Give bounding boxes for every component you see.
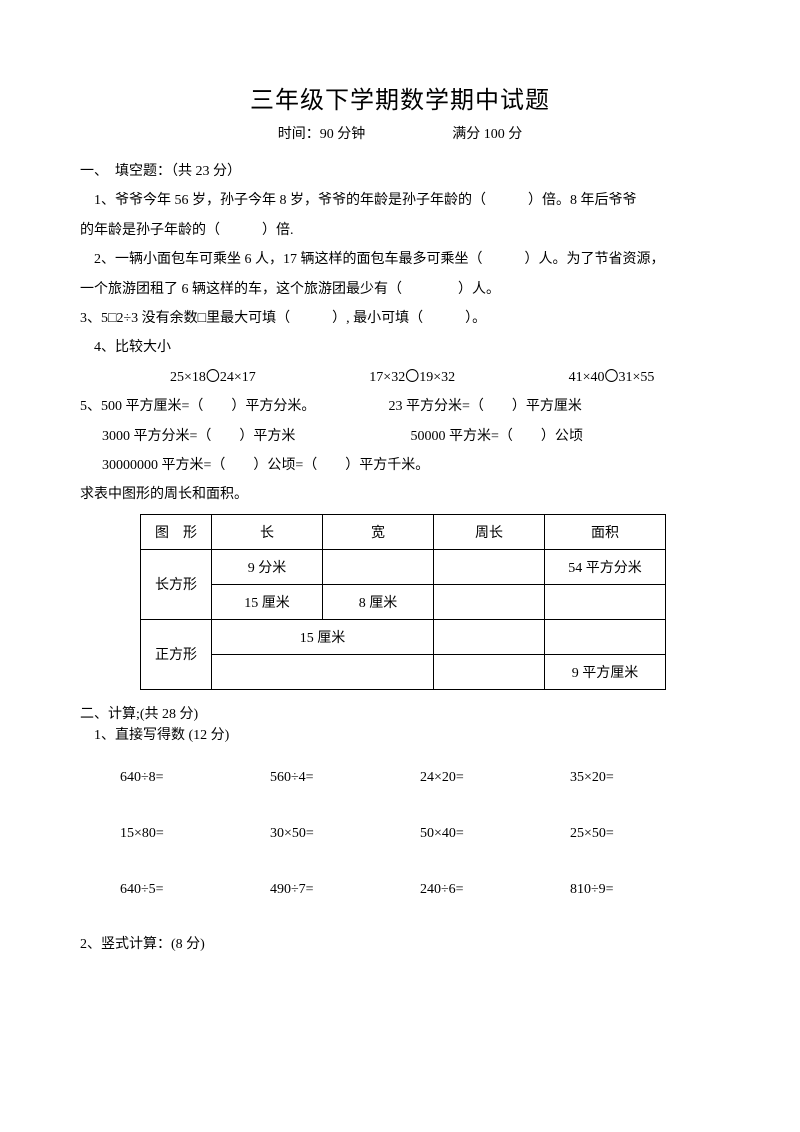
q2-line2: 一个旅游团租了 6 辆这样的车，这个旅游团最少有（ ）人。 bbox=[80, 275, 720, 304]
rect1-len: 9 分米 bbox=[212, 549, 323, 584]
rect-label: 长方形 bbox=[141, 549, 212, 619]
calc2-heading: 2、竖式计算：(8 分) bbox=[80, 930, 720, 959]
calc-item: 560÷4= bbox=[270, 770, 420, 786]
rect1-peri bbox=[434, 549, 545, 584]
q5-r1-right: 23 平方分米=（ ）平方厘米 bbox=[389, 392, 582, 421]
time-label: 时间：90 分钟 bbox=[278, 123, 366, 143]
sq-row1: 正方形 15 厘米 bbox=[141, 619, 666, 654]
compare-c: 41×40〇31×55 bbox=[569, 370, 655, 385]
calc-item: 15×80= bbox=[120, 826, 270, 842]
th-area: 面积 bbox=[545, 514, 666, 549]
rect-row2: 15 厘米 8 厘米 bbox=[141, 584, 666, 619]
q5-r2-left: 3000 平方分米=（ ）平方米 bbox=[80, 422, 407, 451]
th-peri: 周长 bbox=[434, 514, 545, 549]
rect2-area bbox=[545, 584, 666, 619]
compare-row: 25×18〇24×17 17×32〇19×32 41×40〇31×55 bbox=[80, 363, 720, 392]
calc-grid: 640÷8= 560÷4= 24×20= 35×20= 15×80= 30×50… bbox=[80, 770, 720, 898]
sq2-peri bbox=[434, 654, 545, 689]
sq1-lenwid: 15 厘米 bbox=[212, 619, 434, 654]
rect1-wid bbox=[323, 549, 434, 584]
calc1-heading: 1、直接写得数 (12 分) bbox=[80, 725, 720, 746]
q1-line1: 1、爷爷今年 56 岁，孙子今年 8 岁，爷爷的年龄是孙子年龄的（ ）倍。8 年… bbox=[80, 186, 720, 215]
compare-a: 25×18〇24×17 bbox=[170, 370, 256, 385]
sq1-area bbox=[545, 619, 666, 654]
th-shape: 图 形 bbox=[141, 514, 212, 549]
table-header-row: 图 形 长 宽 周长 面积 bbox=[141, 514, 666, 549]
page-title: 三年级下学期数学期中试题 bbox=[80, 80, 720, 115]
q1-line2: 的年龄是孙子年龄的（ ）倍. bbox=[80, 216, 720, 245]
q5-row2: 3000 平方分米=（ ）平方米 50000 平方米=（ ）公顷 bbox=[80, 422, 720, 451]
table-caption: 求表中图形的周长和面积。 bbox=[80, 480, 720, 509]
shape-table: 图 形 长 宽 周长 面积 长方形 9 分米 54 平方分米 15 厘米 8 厘… bbox=[140, 514, 666, 690]
exam-meta: 时间：90 分钟 满分 100 分 bbox=[80, 123, 720, 143]
calc-item: 30×50= bbox=[270, 826, 420, 842]
section1-heading: 一、 填空题：（共 23 分） bbox=[80, 157, 720, 186]
calc-item: 810÷9= bbox=[570, 882, 720, 898]
sq2-lenwid bbox=[212, 654, 434, 689]
calc-item: 24×20= bbox=[420, 770, 570, 786]
q5-r2-right: 50000 平方米=（ ）公顷 bbox=[411, 422, 583, 451]
rect-row1: 长方形 9 分米 54 平方分米 bbox=[141, 549, 666, 584]
th-wid: 宽 bbox=[323, 514, 434, 549]
compare-b: 17×32〇19×32 bbox=[369, 370, 455, 385]
calc-item: 640÷5= bbox=[120, 882, 270, 898]
section2-heading: 二、计算;(共 28 分) bbox=[80, 704, 720, 725]
rect2-peri bbox=[434, 584, 545, 619]
calc-item: 240÷6= bbox=[420, 882, 570, 898]
sq-label: 正方形 bbox=[141, 619, 212, 689]
q2-line1: 2、一辆小面包车可乘坐 6 人，17 辆这样的面包车最多可乘坐（ ）人。为了节省… bbox=[80, 245, 720, 274]
rect2-len: 15 厘米 bbox=[212, 584, 323, 619]
q5-row3: 30000000 平方米=（ ）公顷=（ ）平方千米。 bbox=[80, 451, 720, 480]
calc-item: 35×20= bbox=[570, 770, 720, 786]
sq2-area: 9 平方厘米 bbox=[545, 654, 666, 689]
rect2-wid: 8 厘米 bbox=[323, 584, 434, 619]
q4-line: 4、比较大小 bbox=[80, 333, 720, 362]
q5-row1: 5、500 平方厘米=（ ）平方分米。 23 平方分米=（ ）平方厘米 bbox=[80, 392, 720, 421]
calc-item: 490÷7= bbox=[270, 882, 420, 898]
q3-line: 3、5□2÷3 没有余数□里最大可填（ ）, 最小可填（ ）。 bbox=[80, 304, 720, 333]
score-label: 满分 100 分 bbox=[452, 123, 522, 143]
calc-item: 640÷8= bbox=[120, 770, 270, 786]
q5-r3-left: 30000000 平方米=（ ）公顷=（ ）平方千米。 bbox=[80, 451, 429, 480]
exam-page: 三年级下学期数学期中试题 时间：90 分钟 满分 100 分 一、 填空题：（共… bbox=[0, 0, 800, 1132]
calc-item: 25×50= bbox=[570, 826, 720, 842]
sq-row2: 9 平方厘米 bbox=[141, 654, 666, 689]
q5-r1-left: 5、500 平方厘米=（ ）平方分米。 bbox=[80, 392, 385, 421]
sq1-peri bbox=[434, 619, 545, 654]
rect1-area: 54 平方分米 bbox=[545, 549, 666, 584]
th-len: 长 bbox=[212, 514, 323, 549]
calc-item: 50×40= bbox=[420, 826, 570, 842]
